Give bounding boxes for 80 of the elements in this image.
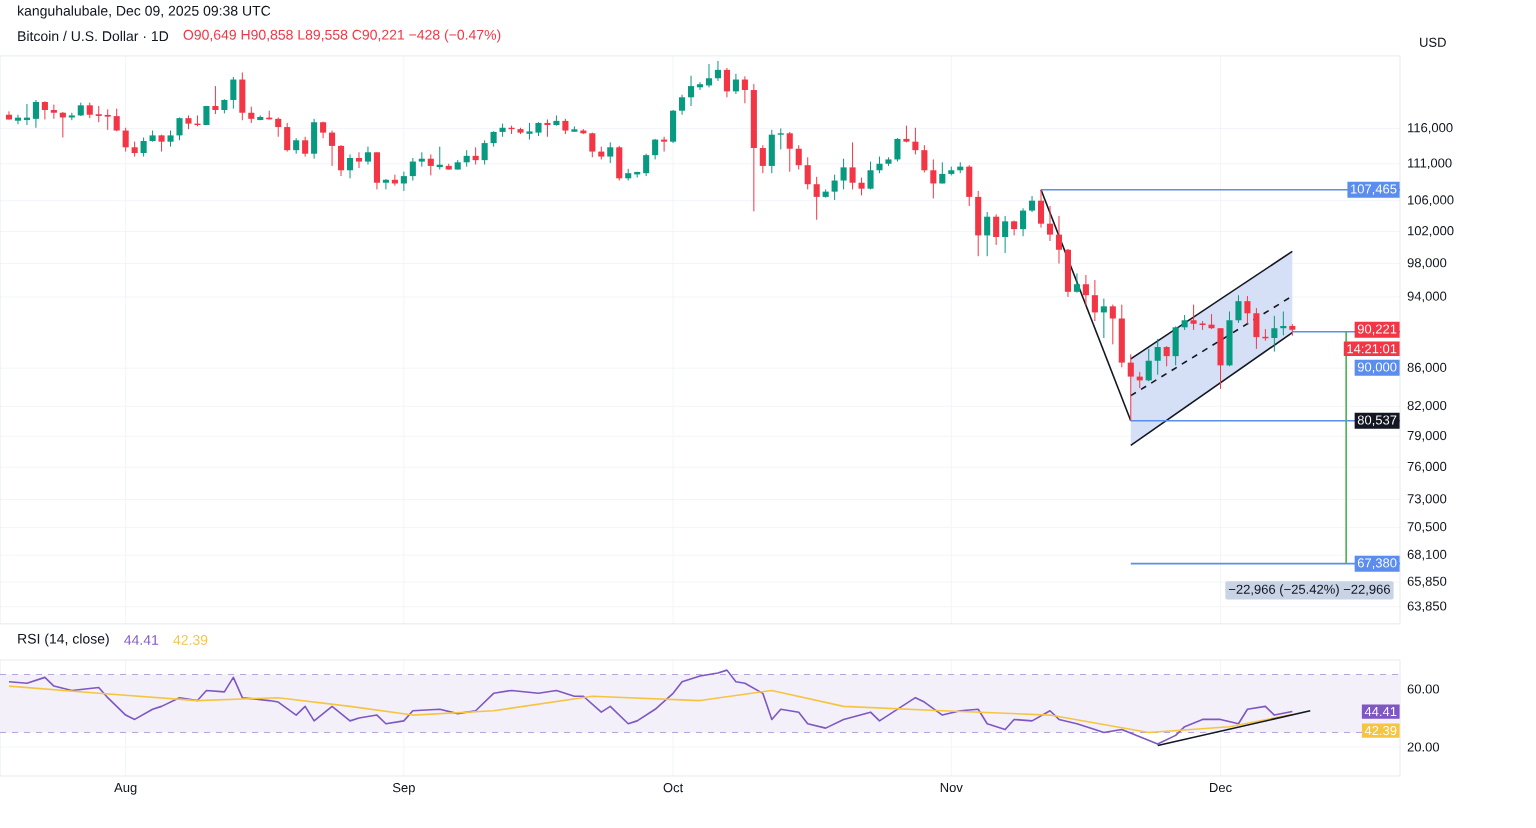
candlestick — [382, 178, 389, 190]
candlestick — [230, 76, 237, 110]
candlestick — [1163, 345, 1170, 367]
candlestick — [867, 161, 874, 190]
candlestick — [355, 151, 363, 169]
candlestick — [921, 144, 928, 173]
candlestick — [768, 129, 775, 174]
candlestick — [723, 67, 730, 98]
candlestick — [705, 63, 713, 88]
candlestick — [1037, 189, 1045, 229]
candlestick — [176, 116, 183, 141]
candlestick — [1226, 311, 1233, 367]
candlestick — [1118, 304, 1125, 368]
candlestick — [275, 116, 282, 138]
candlestick — [1172, 325, 1179, 366]
candlestick — [679, 94, 686, 116]
candlestick — [670, 109, 677, 144]
candlestick — [1253, 307, 1260, 350]
candlestick — [1064, 248, 1072, 298]
candlestick — [840, 158, 847, 190]
candlestick — [1100, 298, 1107, 339]
candlestick — [589, 132, 596, 158]
candlestick — [984, 211, 991, 257]
candlestick — [1271, 315, 1278, 353]
candlestick — [1127, 353, 1134, 422]
candlestick — [1154, 338, 1161, 376]
candlestick — [849, 141, 856, 190]
candlestick — [1145, 348, 1152, 382]
candlestick — [687, 75, 695, 107]
candlestick — [239, 71, 246, 121]
candlestick — [338, 144, 345, 177]
candlestick — [1280, 311, 1287, 336]
candlestick — [1046, 205, 1054, 242]
candlestick — [284, 122, 291, 153]
candlestick — [741, 75, 748, 104]
candlestick — [975, 190, 982, 257]
candlestick — [966, 164, 973, 207]
candlestick — [32, 99, 39, 129]
candlestick — [373, 151, 380, 190]
candlestick — [1091, 279, 1098, 322]
candlestick — [661, 136, 668, 153]
candlestick — [759, 144, 766, 174]
candlestick — [1020, 207, 1027, 237]
candlestick — [831, 174, 838, 201]
candlestick — [732, 73, 739, 95]
candlestick — [427, 153, 434, 176]
candlestick — [804, 156, 811, 190]
candlestick — [122, 127, 129, 153]
candlestick — [1073, 272, 1080, 294]
candlestick — [346, 153, 354, 179]
candlestick — [786, 131, 793, 173]
candlestick — [912, 127, 919, 155]
candlestick — [894, 137, 901, 163]
candlestick — [1235, 294, 1242, 324]
candlestick — [400, 171, 407, 192]
candlestick — [311, 118, 318, 160]
candlestick — [1055, 215, 1063, 265]
candlestick — [409, 157, 416, 182]
candlestick — [714, 60, 722, 82]
candlestick — [50, 104, 57, 120]
line-series — [8, 685, 1294, 734]
candlestick — [1244, 295, 1251, 325]
candlestick — [795, 144, 802, 171]
candlestick — [302, 136, 309, 158]
candlestick — [930, 158, 937, 199]
candlestick — [41, 100, 48, 121]
candlestick — [481, 139, 488, 165]
candlestick — [777, 127, 784, 150]
candlestick — [1002, 215, 1009, 254]
candlestick — [993, 213, 1000, 246]
candlestick — [1082, 274, 1089, 306]
candlestick — [652, 138, 659, 160]
candlestick — [1109, 304, 1116, 345]
candlestick — [616, 145, 623, 182]
candlestick — [329, 130, 336, 167]
candlestick — [212, 85, 219, 115]
candlestick — [140, 136, 147, 158]
candlestick — [1217, 327, 1224, 390]
candlestick — [813, 176, 820, 221]
candlestick — [607, 141, 614, 164]
